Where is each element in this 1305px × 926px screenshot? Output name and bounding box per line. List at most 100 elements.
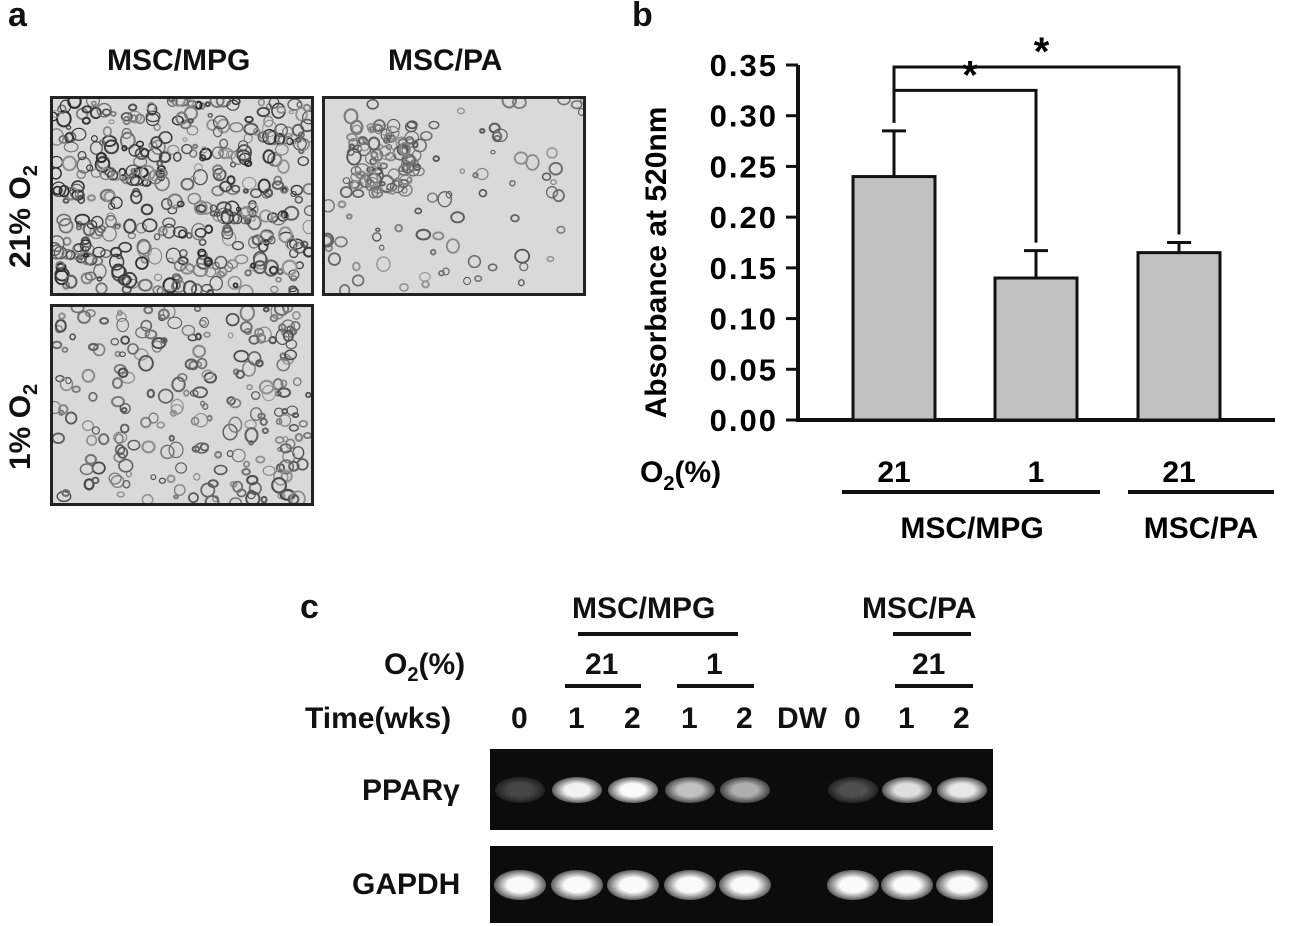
gel-band	[882, 777, 932, 803]
cell-texture	[95, 152, 108, 164]
micrograph-mpg-21	[50, 96, 314, 296]
cell-texture	[218, 147, 234, 159]
panel-a-col-header-mpg: MSC/MPG	[107, 44, 251, 77]
sig-star: *	[962, 53, 978, 97]
cell-texture	[128, 172, 135, 181]
cell-texture	[178, 229, 187, 239]
cell-texture	[273, 175, 283, 186]
cell-texture	[53, 235, 65, 252]
gel-band	[828, 777, 878, 803]
cell-texture	[153, 273, 163, 282]
cell-texture	[57, 104, 67, 115]
cell-texture	[281, 408, 289, 415]
cell-texture	[81, 116, 91, 125]
cell-texture	[249, 407, 263, 421]
cell-texture	[104, 214, 117, 228]
cell-texture	[271, 477, 288, 494]
cell-texture	[121, 127, 132, 140]
cell-texture	[141, 440, 156, 454]
panel-a-row-label-1: 1% O2	[4, 383, 42, 470]
cell-texture	[292, 377, 302, 387]
cell-texture	[175, 111, 189, 126]
cell-texture	[490, 149, 496, 155]
cell-texture	[295, 107, 308, 122]
cell-texture	[245, 491, 261, 503]
cell-texture	[216, 201, 232, 214]
cell-texture	[298, 420, 308, 428]
cell-texture	[552, 189, 565, 203]
gel-band	[719, 870, 771, 900]
cell-texture	[262, 307, 270, 313]
cell-texture	[160, 444, 175, 460]
cell-texture	[296, 101, 303, 109]
cell-texture	[58, 218, 74, 234]
cell-texture	[64, 411, 78, 425]
cell-texture	[386, 118, 401, 134]
cell-texture	[263, 188, 274, 198]
cell-texture	[92, 246, 106, 258]
cell-texture	[268, 265, 279, 275]
cell-texture	[445, 190, 453, 199]
cell-texture	[343, 108, 359, 125]
cell-texture	[61, 248, 73, 260]
cell-texture	[274, 123, 288, 138]
cell-texture	[221, 227, 234, 240]
cell-texture	[55, 260, 65, 269]
cell-texture	[270, 285, 279, 293]
cell-texture	[297, 131, 305, 139]
cell-texture	[173, 484, 186, 496]
cell-texture	[450, 211, 465, 224]
cell-texture	[103, 139, 120, 155]
cell-texture	[167, 316, 183, 329]
cell-texture	[295, 137, 302, 143]
cell-texture	[379, 162, 388, 170]
cell-texture	[117, 367, 129, 379]
cell-texture	[398, 142, 411, 157]
gel-band	[936, 870, 988, 900]
cell-texture	[397, 183, 413, 197]
y-tick-label: 0.15	[710, 251, 778, 286]
panel-c-o2-21-pa-underline	[895, 684, 973, 688]
cell-texture	[351, 274, 365, 287]
cell-texture	[199, 154, 207, 162]
cell-texture	[366, 99, 379, 110]
cell-texture	[86, 99, 100, 108]
cell-texture	[405, 136, 415, 145]
cell-texture	[228, 211, 240, 225]
cell-texture	[80, 252, 95, 266]
cell-texture	[273, 307, 290, 316]
cell-texture	[197, 248, 207, 257]
gel-band	[664, 870, 716, 900]
cell-texture	[194, 227, 207, 238]
cell-texture	[261, 427, 269, 435]
cell-texture	[141, 218, 158, 233]
cell-texture	[438, 270, 445, 277]
lane-label: 1	[898, 702, 915, 735]
cell-texture	[88, 342, 99, 352]
cell-texture	[69, 183, 84, 200]
cell-texture	[263, 259, 280, 277]
cell-texture	[399, 283, 409, 292]
cell-texture	[281, 259, 298, 276]
cell-texture	[121, 144, 128, 152]
cell-texture	[280, 379, 288, 388]
cell-texture	[290, 184, 304, 196]
x-category-label: 21	[877, 456, 910, 489]
cell-texture	[291, 412, 300, 419]
gel-band	[608, 777, 658, 803]
sig-bracket	[892, 65, 1181, 235]
cell-texture	[352, 188, 365, 199]
cell-texture	[53, 432, 65, 445]
cell-texture	[302, 183, 311, 195]
cell-texture	[53, 181, 67, 197]
cell-texture	[168, 99, 176, 103]
cell-texture	[155, 169, 165, 179]
cell-texture	[351, 261, 361, 272]
cell-texture	[201, 146, 208, 154]
cell-texture	[298, 148, 305, 155]
cell-texture	[262, 149, 276, 164]
cell-texture	[212, 167, 227, 182]
cell-texture	[445, 238, 460, 254]
cell-texture	[148, 141, 158, 150]
cell-texture	[219, 149, 230, 160]
